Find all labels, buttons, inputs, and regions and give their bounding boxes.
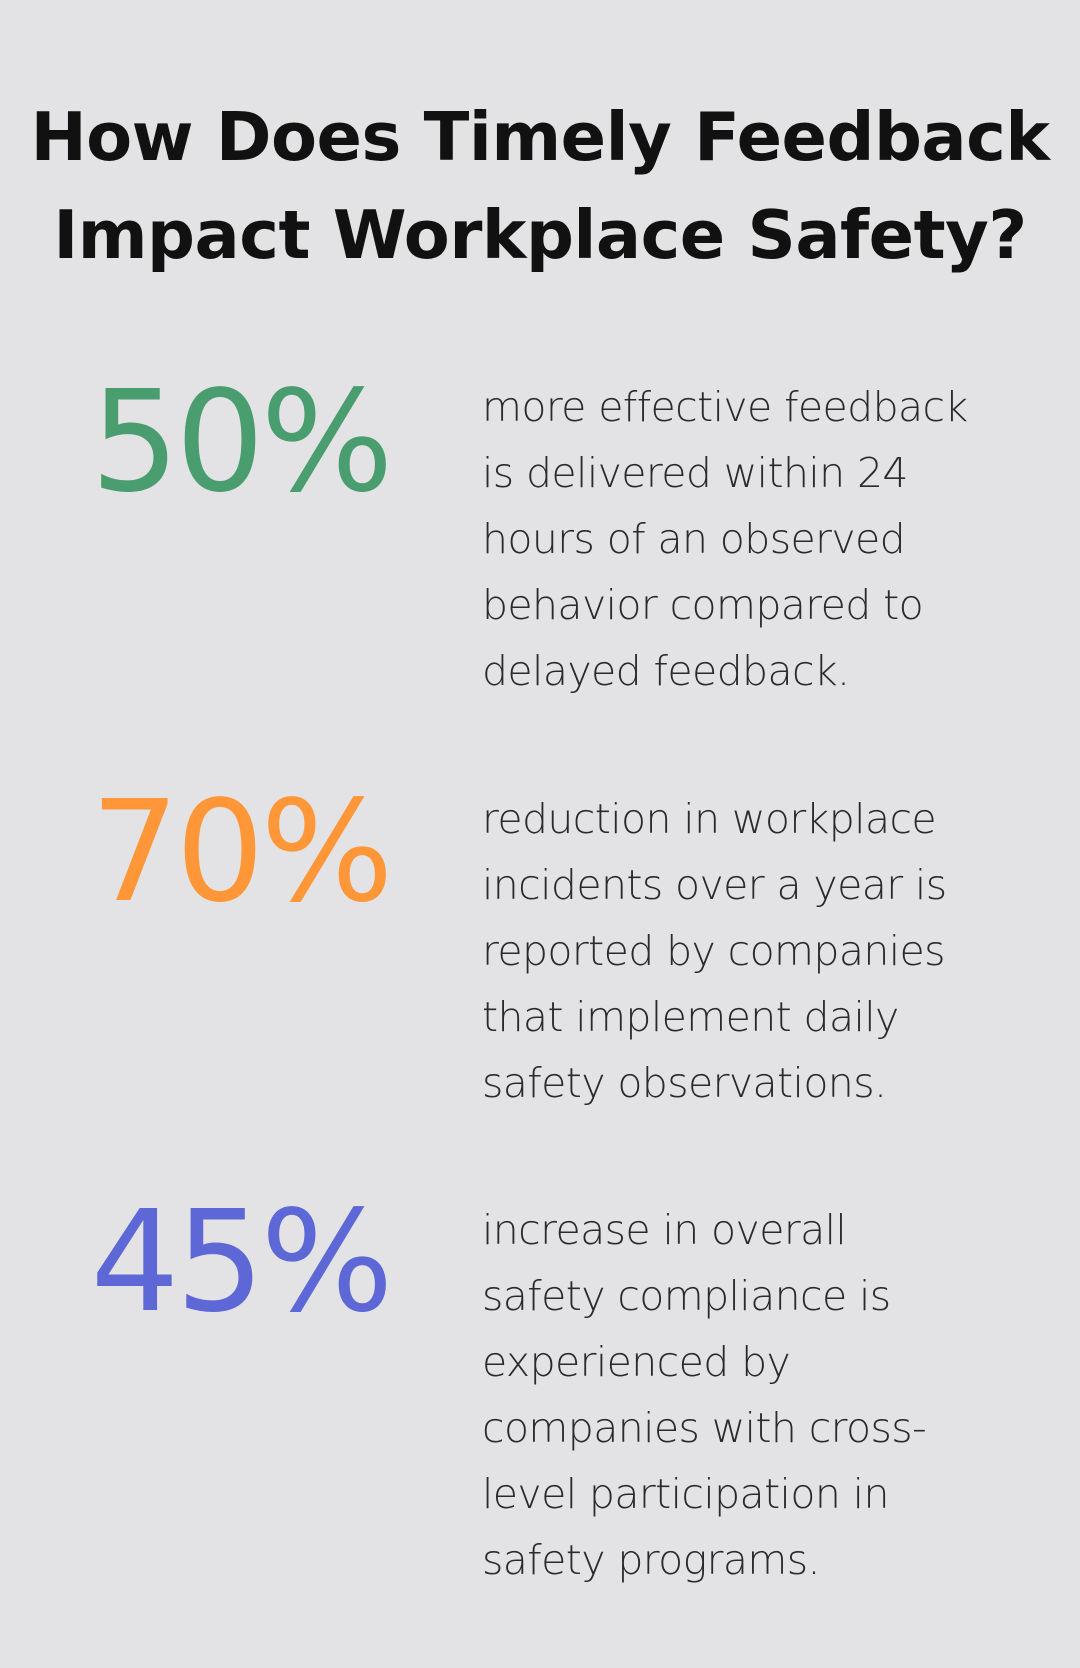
- stat-value: 70%: [90, 771, 393, 934]
- stat-description: more effective feedback is delivered wit…: [482, 383, 968, 695]
- stat-value: 50%: [90, 361, 393, 524]
- stat-description: reduction in workplace incidents over a …: [482, 795, 947, 1107]
- page-title: How Does Timely Feedback Impact Workplac…: [0, 88, 1080, 284]
- stat-value: 45%: [90, 1181, 393, 1344]
- page-title-line-1: How Does Timely Feedback: [30, 98, 1050, 176]
- page-title-line-2: Impact Workplace Safety?: [53, 196, 1027, 274]
- stat-description: increase in overall safety compliance is…: [482, 1206, 927, 1584]
